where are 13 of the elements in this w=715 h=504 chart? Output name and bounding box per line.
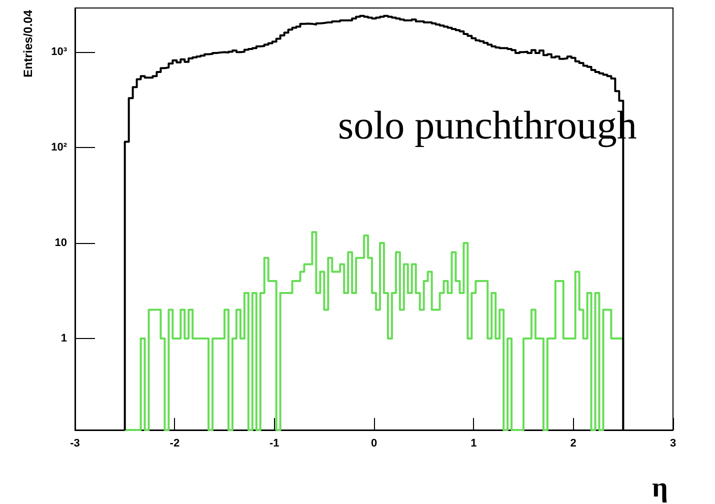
x-tick-label: -2	[170, 438, 180, 450]
x-axis-title: η	[652, 472, 668, 504]
x-tick-label: 1	[470, 438, 477, 450]
x-tick-label: 3	[670, 438, 676, 450]
x-tick-label: 0	[370, 438, 378, 450]
y-tick-label: 1	[60, 332, 67, 344]
y-tick-label: 10	[54, 237, 67, 250]
y-tick-label: 10²	[51, 142, 68, 154]
x-tick-label: -3	[70, 438, 80, 450]
y-axis-title: Entries/0.04	[21, 10, 35, 78]
x-tick-label: 2	[570, 438, 576, 450]
y-tick-label: 10³	[51, 46, 68, 58]
x-tick-label: -1	[269, 438, 280, 450]
